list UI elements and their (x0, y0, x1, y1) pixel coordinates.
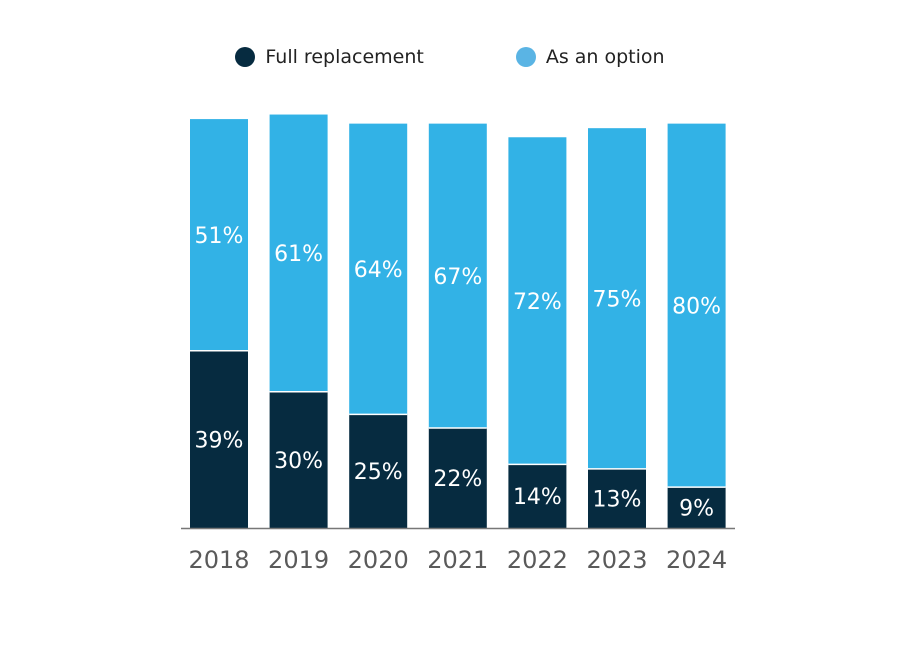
bar-as-an-option-2020 (349, 123, 408, 415)
data-label-full-replacement-2021: 22% (433, 467, 482, 492)
bar-full-replacement-2022 (508, 464, 567, 528)
legend-swatch-as-an-option (515, 47, 536, 67)
bar-full-replacement-2023 (588, 468, 646, 528)
bar-as-an-option-2018 (190, 119, 248, 351)
data-label-as-an-option-2020: 64% (354, 258, 403, 283)
bar-as-an-option-2022 (508, 137, 567, 465)
data-label-as-an-option-2021: 67% (433, 265, 482, 290)
x-tick-label-2023: 2023 (586, 546, 647, 574)
data-label-full-replacement-2020: 25% (354, 460, 403, 485)
data-label-as-an-option-2019: 61% (274, 242, 323, 267)
x-tick-label-2020: 2020 (348, 546, 409, 574)
bar-as-an-option-2023 (588, 128, 646, 469)
x-tick-label-2019: 2019 (268, 546, 329, 574)
x-tick-label-2024: 2024 (666, 546, 727, 574)
bar-full-replacement-2020 (349, 414, 408, 528)
data-label-full-replacement-2022: 14% (513, 485, 562, 510)
data-label-as-an-option-2022: 72% (513, 290, 562, 315)
bar-full-replacement-2024 (667, 487, 726, 528)
bar-full-replacement-2021 (428, 428, 487, 528)
legend-label-full-replacement: Full replacement (265, 46, 424, 68)
legend-label-as-an-option: As an option (545, 46, 665, 68)
data-label-full-replacement-2023: 13% (593, 487, 642, 512)
data-label-as-an-option-2018: 51% (195, 224, 244, 249)
data-label-as-an-option-2023: 75% (593, 288, 642, 313)
x-tick-label-2021: 2021 (427, 546, 488, 574)
bar-as-an-option-2021 (428, 123, 487, 429)
data-label-full-replacement-2018: 39% (195, 428, 244, 453)
data-label-full-replacement-2024: 9% (679, 497, 714, 522)
legend-item-as-an-option: As an option (515, 46, 665, 68)
bar-full-replacement-2019 (269, 391, 328, 528)
bar-as-an-option-2019 (269, 114, 328, 392)
chart-legend: Full replacement As an option (0, 46, 900, 68)
bar-full-replacement-2018 (190, 350, 248, 528)
x-tick-label-2022: 2022 (507, 546, 568, 574)
data-label-full-replacement-2019: 30% (274, 449, 323, 474)
x-tick-label-2018: 2018 (188, 546, 249, 574)
bar-as-an-option-2024 (667, 123, 726, 488)
data-label-as-an-option-2024: 80% (672, 294, 721, 319)
legend-swatch-full-replacement (235, 47, 256, 67)
legend-item-full-replacement: Full replacement (235, 46, 424, 68)
